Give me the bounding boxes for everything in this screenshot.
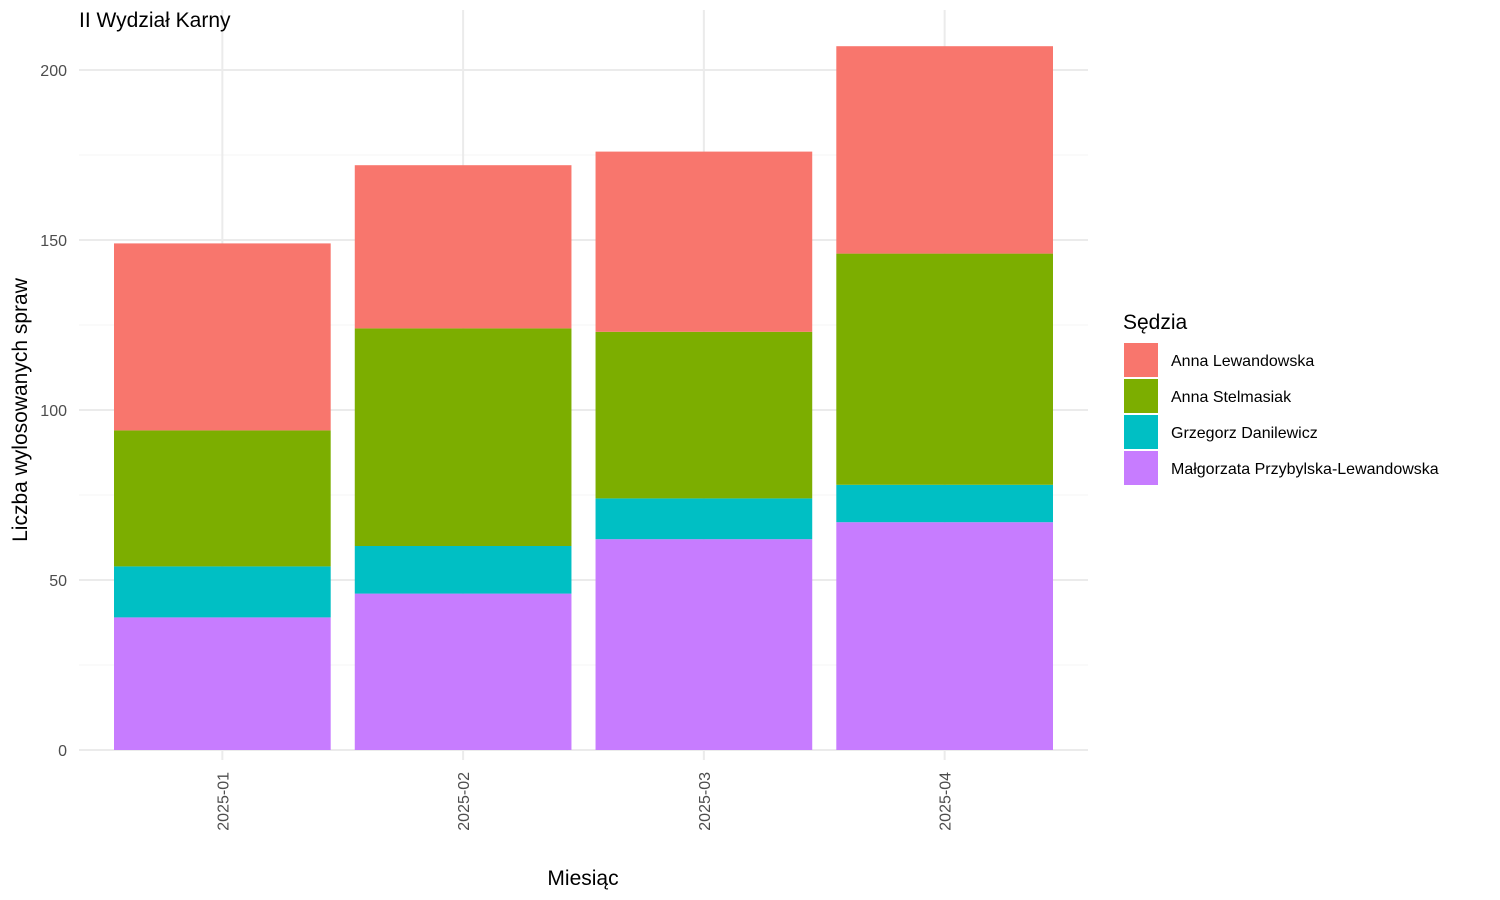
bar-segment: [354, 546, 572, 594]
bar-segment: [836, 484, 1053, 523]
y-tick-label: 0: [58, 743, 67, 760]
bar-segment: [836, 253, 1053, 485]
legend-label: Anna Lewandowska: [1171, 353, 1314, 370]
bar-segment: [114, 617, 331, 750]
bar-segment: [354, 328, 572, 546]
legend-label: Anna Stelmasiak: [1171, 389, 1292, 406]
legend-label: Grzegorz Danilewicz: [1171, 425, 1318, 442]
legend: Sędzia Anna Lewandowska Anna Stelmasiak Gr…: [1123, 311, 1439, 485]
y-tick-label: 150: [40, 233, 67, 250]
y-axis-title: Liczba wylosowanych spraw: [9, 277, 32, 542]
bar-segment: [836, 522, 1053, 750]
y-tick-label: 200: [40, 63, 67, 80]
legend-label: Małgorzata Przybylska-Lewandowska: [1171, 461, 1439, 478]
x-tick-label: 2025-03: [697, 772, 714, 831]
bar-segment: [354, 165, 572, 329]
bar-segment: [595, 539, 813, 750]
chart-title: II Wydział Karny: [79, 9, 231, 32]
bar-segment: [836, 46, 1053, 254]
x-tick-label: 2025-02: [456, 772, 473, 831]
bar-segment: [595, 331, 813, 499]
x-tick-label: 2025-01: [215, 772, 232, 831]
bar-segment: [595, 498, 813, 540]
y-tick-label: 50: [49, 573, 67, 590]
bar-segment: [595, 151, 813, 332]
legend-swatch: [1124, 415, 1158, 449]
legend-swatch: [1124, 379, 1158, 413]
bars-layer: [114, 46, 1053, 750]
x-tick-label: 2025-04: [938, 772, 955, 831]
x-axis-title: Miesiąc: [547, 867, 618, 890]
bar-segment: [114, 566, 331, 618]
legend-items: Anna Lewandowska Anna Stelmasiak Grzegorz …: [1124, 343, 1439, 485]
bar-segment: [114, 243, 331, 431]
bar-segment: [354, 593, 572, 750]
bar-segment: [114, 430, 331, 567]
legend-title: Sędzia: [1123, 311, 1188, 334]
y-tick-label: 100: [40, 403, 67, 420]
legend-swatch: [1124, 451, 1158, 485]
legend-swatch: [1124, 343, 1158, 377]
axis-layer: 0 50 100 150 200 2025-01 2025-02 2025-03 2025-04: [40, 63, 954, 831]
